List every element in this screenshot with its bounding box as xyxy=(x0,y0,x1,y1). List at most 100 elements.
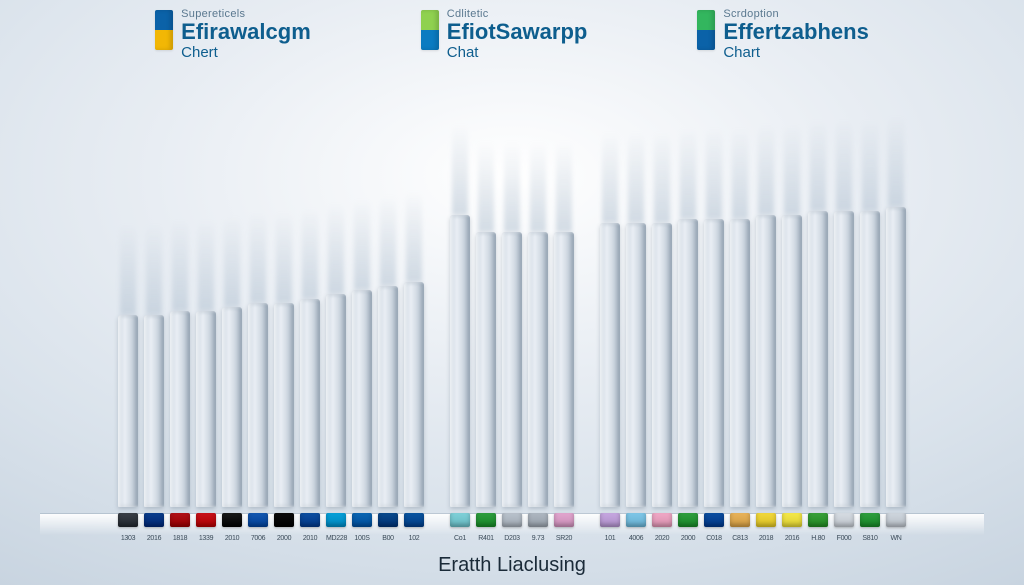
tick-label: F000 xyxy=(834,535,854,549)
bar-pillar xyxy=(600,223,620,507)
bar-base xyxy=(782,513,802,527)
bar-base xyxy=(756,513,776,527)
bar xyxy=(528,232,548,507)
bar-base xyxy=(808,513,828,527)
bar-base xyxy=(704,513,724,527)
bar-base xyxy=(248,513,268,527)
bar xyxy=(756,215,776,507)
bar xyxy=(222,307,242,507)
tick-label: 2020 xyxy=(652,535,672,549)
bar-pillar xyxy=(756,215,776,507)
bar xyxy=(886,207,906,507)
tick-label: 7006 xyxy=(248,535,268,549)
tick-label: D203 xyxy=(502,535,522,549)
bar-pillar xyxy=(652,223,672,507)
bar xyxy=(704,219,724,507)
tick-label: R401 xyxy=(476,535,496,549)
legend-swatch-1 xyxy=(421,10,439,50)
bar-pillar xyxy=(378,286,398,507)
bar-base xyxy=(222,513,242,527)
tick-label: 2000 xyxy=(274,535,294,549)
bar-base xyxy=(730,513,750,527)
bar xyxy=(274,303,294,507)
bar-pillar xyxy=(450,215,470,507)
bar-pillar xyxy=(326,294,346,507)
tick-label: B00 xyxy=(378,535,398,549)
bar xyxy=(196,311,216,507)
bar-pillar xyxy=(300,299,320,508)
tick-label: SR20 xyxy=(554,535,574,549)
bar xyxy=(678,219,698,507)
bar-base xyxy=(626,513,646,527)
tick-label: C813 xyxy=(730,535,750,549)
bar-pillar xyxy=(782,215,802,507)
bar-pillar xyxy=(248,303,268,507)
tick-label: 100S xyxy=(352,535,372,549)
bar xyxy=(170,311,190,507)
tick-label: 2016 xyxy=(782,535,802,549)
bar-pillar xyxy=(144,315,164,507)
bar-base xyxy=(378,513,398,527)
bar-base xyxy=(274,513,294,527)
tick-label: MD228 xyxy=(326,535,346,549)
bar xyxy=(502,232,522,507)
chart-stage: SupereticelsEfirawalcgmChertCdliteticEfi… xyxy=(0,0,1024,585)
x-axis-label: Eratth Liaclusing xyxy=(0,554,1024,577)
bar xyxy=(404,282,424,507)
base-row xyxy=(52,513,972,527)
bar-base xyxy=(600,513,620,527)
bar-pillar xyxy=(502,232,522,507)
bar-pillar xyxy=(626,223,646,507)
bar-base xyxy=(326,513,346,527)
bar-pillar xyxy=(704,219,724,507)
tick-label: 1303 xyxy=(118,535,138,549)
bar xyxy=(600,223,620,507)
legend-title: EfiotSawarpp xyxy=(447,20,588,44)
bar xyxy=(782,215,802,507)
bar-base xyxy=(476,513,496,527)
bar-pillar xyxy=(678,219,698,507)
bar xyxy=(554,232,574,507)
bar-pillar xyxy=(554,232,574,507)
tick-label: WN xyxy=(886,535,906,549)
tick-label: H.80 xyxy=(808,535,828,549)
tick-label: C018 xyxy=(704,535,724,549)
legend-swatch-0 xyxy=(155,10,173,50)
bar-chart xyxy=(52,90,972,507)
bar xyxy=(476,232,496,507)
bar-pillar xyxy=(170,311,190,507)
bar-base xyxy=(886,513,906,527)
bar-pillar xyxy=(274,303,294,507)
bar-base xyxy=(652,513,672,527)
bar xyxy=(248,303,268,507)
tick-label: Co1 xyxy=(450,535,470,549)
bar xyxy=(808,211,828,507)
bar xyxy=(450,215,470,507)
bar-pillar xyxy=(476,232,496,507)
bar-base xyxy=(834,513,854,527)
tick-label: 2018 xyxy=(756,535,776,549)
legend-sub: Chert xyxy=(181,45,311,62)
bar-base xyxy=(450,513,470,527)
legend-sub: Chart xyxy=(723,45,868,62)
legend-item-0: SupereticelsEfirawalcgmChert xyxy=(155,8,311,78)
bar-base xyxy=(404,513,424,527)
bar xyxy=(378,286,398,507)
tick-label: 2010 xyxy=(300,535,320,549)
bar-base xyxy=(528,513,548,527)
legend-title: Effertzabhens xyxy=(723,20,868,44)
bar xyxy=(352,290,372,507)
bar xyxy=(144,315,164,507)
legend-swatch-2 xyxy=(697,10,715,50)
tick-label: 101 xyxy=(600,535,620,549)
bar-base xyxy=(502,513,522,527)
bar xyxy=(326,294,346,507)
tick-label: 102 xyxy=(404,535,424,549)
legend-title: Efirawalcgm xyxy=(181,20,311,44)
bar-pillar xyxy=(118,315,138,507)
tick-label: S810 xyxy=(860,535,880,549)
legend-item-2: ScrdoptionEffertzabhensChart xyxy=(697,8,868,78)
bar-base xyxy=(554,513,574,527)
bar-pillar xyxy=(730,219,750,507)
bar-base xyxy=(300,513,320,527)
